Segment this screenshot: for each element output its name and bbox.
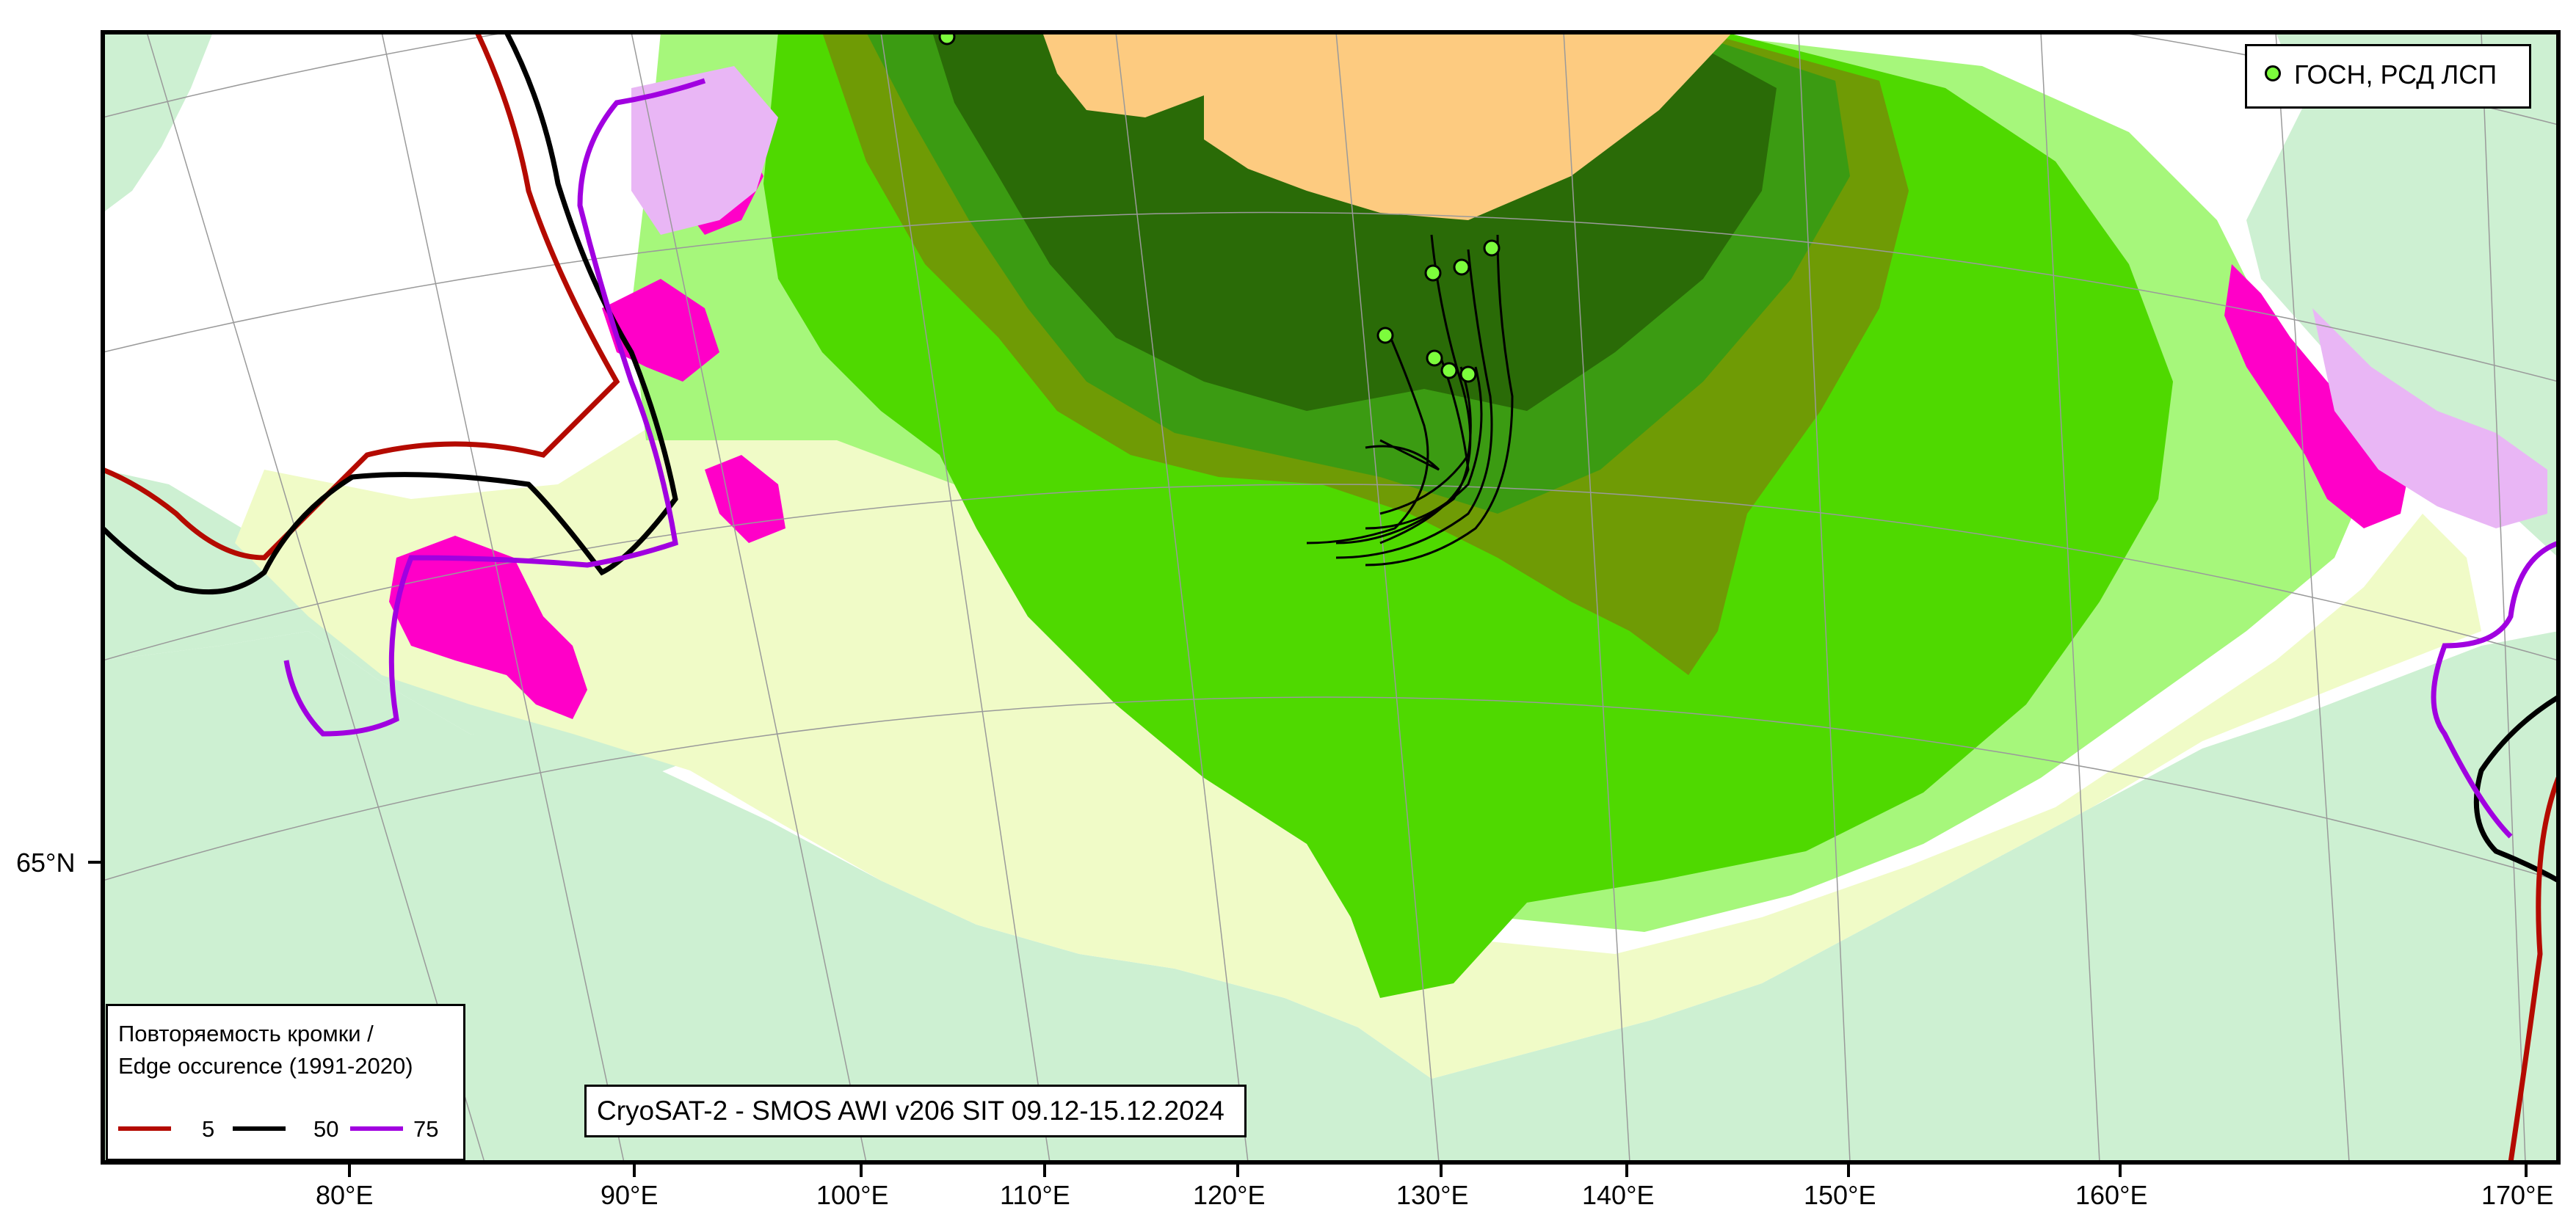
line-swatch-icon xyxy=(233,1126,286,1131)
edge-legend-title-line2: Edge occurence (1991-2020) xyxy=(118,1053,413,1079)
drifter-marker xyxy=(1483,239,1501,257)
drifter-marker xyxy=(1453,258,1470,276)
edge-zone-light-west xyxy=(631,66,778,235)
lon-label-80E: 80°E xyxy=(316,1180,374,1210)
edge-legend-value: 5 xyxy=(202,1116,215,1142)
line-swatch-icon xyxy=(118,1126,171,1131)
edge-legend-title: Повторяемость кромки / Edge occurence (1… xyxy=(118,1018,413,1082)
edge-legend-title-line1: Повторяемость кромки / xyxy=(118,1021,374,1046)
ice-very-thin xyxy=(235,382,2481,1079)
edge-legend-value: 75 xyxy=(413,1116,439,1142)
lon-label-150E: 150°E xyxy=(1804,1180,1876,1210)
graticule xyxy=(103,32,2558,1162)
edge-zone-chukchi xyxy=(2224,264,2408,528)
drifter-marker xyxy=(1424,264,1442,282)
green-circle-marker-icon xyxy=(2265,65,2281,81)
map-frame xyxy=(101,30,2561,1165)
pole-hole xyxy=(1042,32,1733,220)
drifter-legend-label: ГОСН, РСД ЛСП xyxy=(2294,59,2497,90)
axis-ticks xyxy=(88,861,2528,1177)
lat-label-65N: 65°N xyxy=(16,848,76,878)
drifter-marker xyxy=(1440,362,1458,379)
drifter-marker xyxy=(1459,365,1477,383)
isoline-5 xyxy=(103,32,620,561)
edge-zone-light-east xyxy=(2312,308,2547,528)
lon-label-170E: 170°E xyxy=(2481,1180,2554,1210)
lon-label-90E: 90°E xyxy=(601,1180,658,1210)
drifter-markers xyxy=(938,32,1501,383)
drifter-legend: ГОСН, РСД ЛСП xyxy=(2245,44,2531,109)
edge-zone-kara xyxy=(389,536,587,719)
isoline-75-east xyxy=(2431,540,2558,839)
lon-label-160E: 160°E xyxy=(2075,1180,2148,1210)
isoline-50 xyxy=(103,32,678,595)
isoline-75 xyxy=(283,78,706,737)
land-east xyxy=(2246,32,2558,558)
isoline-50-east xyxy=(2473,695,2558,884)
edge-legend-value: 50 xyxy=(313,1116,339,1142)
drifter-tracks xyxy=(1306,234,1514,567)
edge-zone-kara-north xyxy=(602,132,786,543)
edge-occurrence-legend: Повторяемость кромки / Edge occurence (1… xyxy=(106,1004,465,1161)
map-caption: CryoSAT-2 - SMOS AWI v206 SIT 09.12-15.1… xyxy=(584,1085,1247,1137)
lon-label-100E: 100°E xyxy=(816,1180,889,1210)
land-northwest xyxy=(103,32,213,213)
land-siberia xyxy=(103,631,2558,1162)
drifter-marker xyxy=(938,32,956,45)
drifter-marker xyxy=(1376,327,1394,344)
lon-label-130E: 130°E xyxy=(1396,1180,1469,1210)
lon-label-120E: 120°E xyxy=(1193,1180,1266,1210)
map-caption-text: CryoSAT-2 - SMOS AWI v206 SIT 09.12-15.1… xyxy=(597,1096,1224,1126)
isoline-5-east xyxy=(2508,776,2558,1162)
line-swatch-icon xyxy=(350,1126,403,1131)
lon-label-110E: 110°E xyxy=(1000,1180,1070,1210)
lon-label-140E: 140°E xyxy=(1582,1180,1655,1210)
drifter-marker xyxy=(1426,349,1443,367)
